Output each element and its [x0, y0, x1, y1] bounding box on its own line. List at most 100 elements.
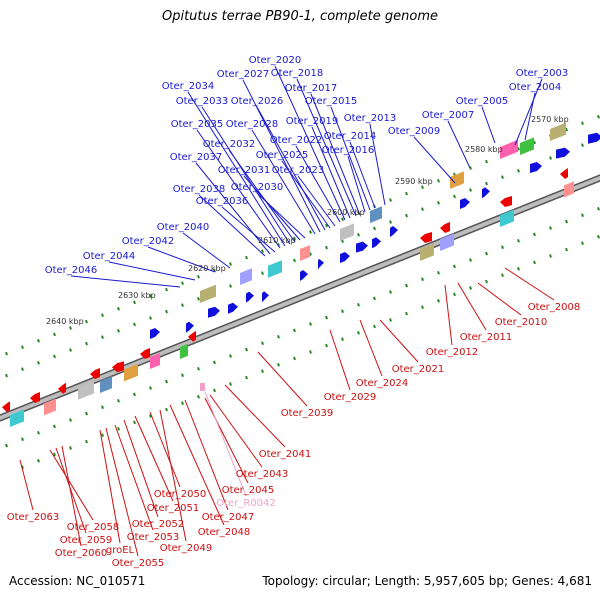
- gene-label: Oter_2047: [202, 512, 255, 523]
- tick-mark: [101, 405, 104, 410]
- tick-mark: [133, 392, 136, 397]
- tick-mark: [197, 274, 200, 279]
- leader-line: [182, 232, 231, 269]
- gene-label: Oter_2016: [322, 145, 375, 156]
- tick-mark: [421, 185, 424, 190]
- tick-mark: [117, 306, 120, 311]
- forward-gene-arrow: [318, 258, 324, 270]
- tick-mark: [437, 200, 440, 205]
- gene-label: Oter_2042: [122, 236, 175, 247]
- tick-mark: [165, 287, 168, 292]
- forward-gene-arrow: [228, 302, 238, 314]
- leader-line: [204, 391, 247, 497]
- gene-label: Oter_2005: [456, 96, 509, 107]
- scale-label: 2590 kbp: [395, 177, 433, 186]
- tick-mark: [469, 258, 472, 262]
- tick-mark: [453, 292, 456, 297]
- tick-mark: [405, 283, 408, 288]
- reverse-gene-arrow: [30, 392, 40, 403]
- tick-mark: [565, 219, 568, 224]
- tick-mark: [133, 420, 136, 425]
- tick-mark: [485, 181, 488, 186]
- gene-block: [268, 260, 282, 278]
- gene-block: [124, 363, 138, 382]
- tick-mark: [549, 226, 552, 230]
- tick-mark: [37, 458, 40, 463]
- tick-mark: [245, 375, 248, 380]
- gene-label: Oter_2028: [226, 119, 279, 130]
- reverse-gene-arrow: [560, 168, 568, 179]
- gene-label: Oter_2004: [509, 82, 562, 93]
- tick-mark: [309, 230, 312, 234]
- gene-block: [370, 206, 382, 224]
- forward-gene-arrow: [588, 132, 600, 144]
- gene-block: [520, 137, 534, 156]
- gene-label: Oter_2003: [516, 68, 569, 79]
- tick-mark: [581, 121, 584, 126]
- leader-line: [123, 419, 159, 518]
- leader-line: [257, 351, 308, 407]
- tick-mark: [149, 386, 152, 390]
- tick-mark: [565, 247, 568, 252]
- tick-mark: [117, 426, 120, 431]
- gene-label: Oter_2019: [286, 116, 339, 127]
- tick-mark: [581, 213, 584, 218]
- tick-mark: [389, 198, 392, 202]
- gene-label: Oter_2013: [344, 113, 397, 124]
- forward-gene-arrow: [340, 252, 350, 263]
- tick-mark: [501, 175, 504, 180]
- tick-mark: [21, 345, 24, 350]
- gene-block: [564, 181, 574, 198]
- tick-mark: [69, 326, 72, 330]
- tick-mark: [261, 271, 264, 276]
- tick-mark: [277, 362, 280, 367]
- leader-line: [105, 427, 139, 557]
- tick-mark: [517, 266, 520, 271]
- gene-label: Oter_2024: [356, 378, 409, 389]
- gene-block: [420, 243, 434, 261]
- tick-mark: [581, 241, 584, 246]
- gene-label: Oter_2050: [154, 489, 207, 500]
- leader-line: [184, 399, 229, 511]
- scale-label: 2580 kbp: [465, 145, 503, 154]
- tick-mark: [421, 305, 424, 310]
- tick-mark: [181, 303, 184, 308]
- leader-line: [379, 319, 419, 363]
- tick-mark: [133, 300, 136, 305]
- tick-mark: [53, 452, 56, 457]
- tick-mark: [421, 277, 424, 282]
- tick-marks: [5, 114, 600, 470]
- gene-label: Oter_2022: [270, 135, 323, 146]
- forward-gene-arrow: [186, 321, 194, 333]
- gene-block: [10, 409, 24, 427]
- tick-mark: [181, 281, 184, 286]
- leader-line: [224, 384, 286, 448]
- forward-gene-arrow: [556, 147, 570, 159]
- tick-mark: [357, 330, 360, 335]
- gene-features: [2, 122, 600, 427]
- tick-mark: [85, 319, 88, 324]
- gene-block: [440, 233, 454, 251]
- tick-mark: [341, 239, 344, 244]
- leader-line: [311, 126, 351, 219]
- tick-mark: [37, 338, 40, 343]
- scale-labels: 2570 kbp 2580 kbp 2590 kbp 2600 kbp 2610 kbp…: [46, 115, 569, 326]
- gene-block: [240, 268, 252, 285]
- reverse-gene-arrow: [58, 382, 66, 394]
- forward-gene-arrow: [262, 291, 269, 303]
- gene-block: [78, 381, 94, 400]
- tick-mark: [485, 159, 488, 164]
- leader-line: [444, 284, 453, 346]
- tick-mark: [261, 341, 264, 346]
- tick-mark: [469, 166, 472, 170]
- leader-line: [209, 394, 263, 468]
- rna-gene: [200, 383, 205, 391]
- gene-label: Oter_2036: [196, 196, 249, 207]
- tick-mark: [5, 373, 8, 378]
- tick-mark: [485, 251, 488, 256]
- tick-mark: [597, 206, 600, 211]
- gene-block: [450, 171, 464, 189]
- leader-line: [242, 79, 321, 233]
- leader-line: [19, 459, 34, 511]
- forward-gene-arrow: [246, 291, 254, 303]
